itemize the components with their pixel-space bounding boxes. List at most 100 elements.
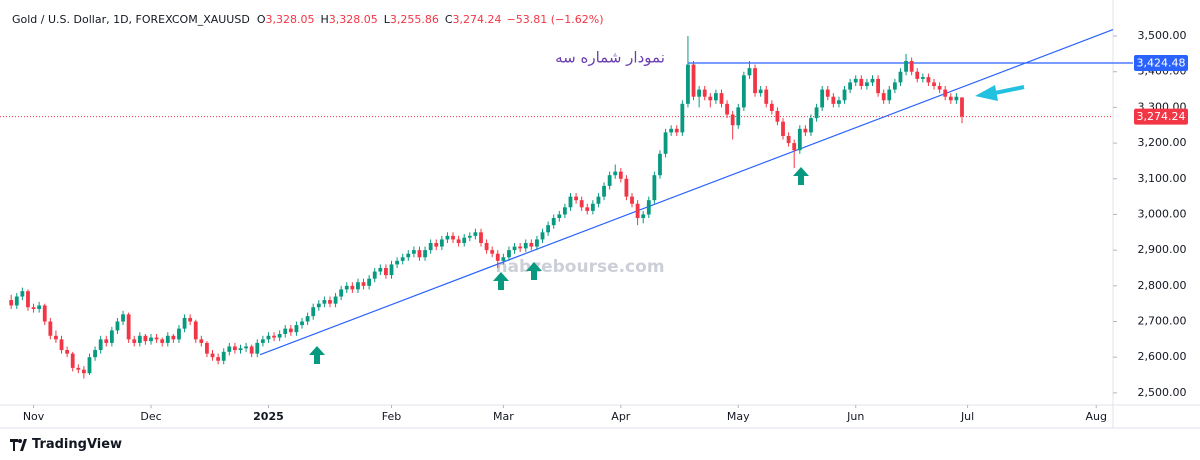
candle-body <box>65 350 70 354</box>
candle-body <box>507 250 511 258</box>
pointer-head <box>975 85 998 101</box>
candle-body <box>719 93 724 104</box>
x-tick-label: 2025 <box>253 410 284 423</box>
candle-body <box>98 339 103 351</box>
candle-body <box>283 328 288 334</box>
candle-body <box>456 239 461 243</box>
candle-body <box>557 214 562 219</box>
candle-body <box>546 225 551 233</box>
candle-body <box>658 153 662 176</box>
candle-body <box>300 321 304 326</box>
x-tick-label: Nov <box>23 410 45 423</box>
candle-body <box>725 103 729 115</box>
candle-body <box>154 337 159 340</box>
candle-body <box>943 89 948 97</box>
resistance-label: 3,424.48 <box>1137 56 1186 69</box>
candle-body <box>356 282 360 290</box>
candle-body <box>484 243 489 251</box>
candle-body <box>842 89 847 101</box>
candle-body <box>786 135 791 144</box>
candle-body <box>333 296 338 304</box>
candle-body <box>618 171 623 179</box>
candle-body <box>674 128 679 133</box>
candle-body <box>277 333 282 338</box>
candle-body <box>42 305 47 322</box>
candle-body <box>384 267 388 276</box>
candle-body <box>596 196 601 204</box>
candle-body <box>792 143 797 151</box>
candle-body <box>423 250 427 258</box>
candle-body <box>775 110 780 122</box>
candle-body <box>132 339 137 343</box>
candle-body <box>495 253 500 261</box>
candle-body <box>948 96 953 101</box>
candle-body <box>708 96 713 101</box>
up-arrow <box>493 272 509 290</box>
candle-body <box>904 61 908 72</box>
candle-body <box>669 128 674 133</box>
candle-body <box>70 353 75 368</box>
x-tick-label: May <box>727 410 750 423</box>
y-tick-label: 2,900.00 <box>1138 243 1187 256</box>
candle-body <box>193 321 198 340</box>
candle-body <box>249 346 254 354</box>
candle-body <box>518 246 523 249</box>
candle-body <box>339 289 344 297</box>
y-tick-label: 3,200.00 <box>1138 136 1187 149</box>
candle-body <box>663 132 668 154</box>
candle-body <box>93 350 97 358</box>
candle-body <box>462 237 467 243</box>
candle-body <box>9 300 14 306</box>
watermark: nabzebourse.com <box>495 257 664 277</box>
candle-body <box>568 196 573 208</box>
candle-body <box>848 82 853 90</box>
candle-body <box>445 235 450 240</box>
candle-body <box>887 89 892 101</box>
candle-body <box>490 250 495 254</box>
candle-body <box>121 314 125 322</box>
y-tick-label: 3,100.00 <box>1138 172 1187 185</box>
candle-body <box>579 200 584 208</box>
candle-body <box>160 339 165 343</box>
candle-body <box>406 253 411 258</box>
candle-body <box>686 64 690 104</box>
candle-body <box>199 339 204 343</box>
candle-body <box>535 239 539 247</box>
candle-body <box>523 243 528 249</box>
signal-arrows <box>309 167 809 364</box>
last-price-tag <box>1134 108 1188 125</box>
change: −53.81 (−1.62%) <box>506 13 604 26</box>
candle-body <box>216 357 221 361</box>
candle-body <box>937 85 942 90</box>
candle-body <box>205 342 209 354</box>
candle-body <box>926 77 931 83</box>
candle-body <box>853 78 858 83</box>
candle-body <box>736 107 741 126</box>
candle-body <box>825 89 830 97</box>
candle-body <box>328 300 332 304</box>
x-tick-label: Apr <box>611 410 631 423</box>
candle-body <box>585 207 590 211</box>
x-tick-label: Aug <box>1085 410 1106 423</box>
x-tick-label: Dec <box>140 410 161 423</box>
header: Gold / U.S. Dollar, 1D, FOREXCOM_XAUUSD O… <box>12 13 608 26</box>
candle-body <box>109 330 114 343</box>
candle-body <box>361 282 366 286</box>
x-tick-label: Jun <box>846 410 864 423</box>
ohlc-key: H <box>320 13 329 26</box>
candle-body <box>635 203 640 219</box>
symbol: Gold / U.S. Dollar, 1D, FOREXCOM_XAUUSD <box>12 13 250 26</box>
candle-body <box>630 196 634 204</box>
candle-body <box>294 325 299 333</box>
resistance-tag <box>1134 54 1188 71</box>
candle-body <box>803 128 808 133</box>
candle-body <box>165 335 170 343</box>
candle-body <box>646 200 651 215</box>
candle-body <box>881 93 886 101</box>
candle-body <box>305 316 310 322</box>
candle-body <box>473 232 478 236</box>
candle-body <box>244 346 248 349</box>
up-arrow <box>793 167 809 185</box>
candle-body <box>115 321 120 331</box>
